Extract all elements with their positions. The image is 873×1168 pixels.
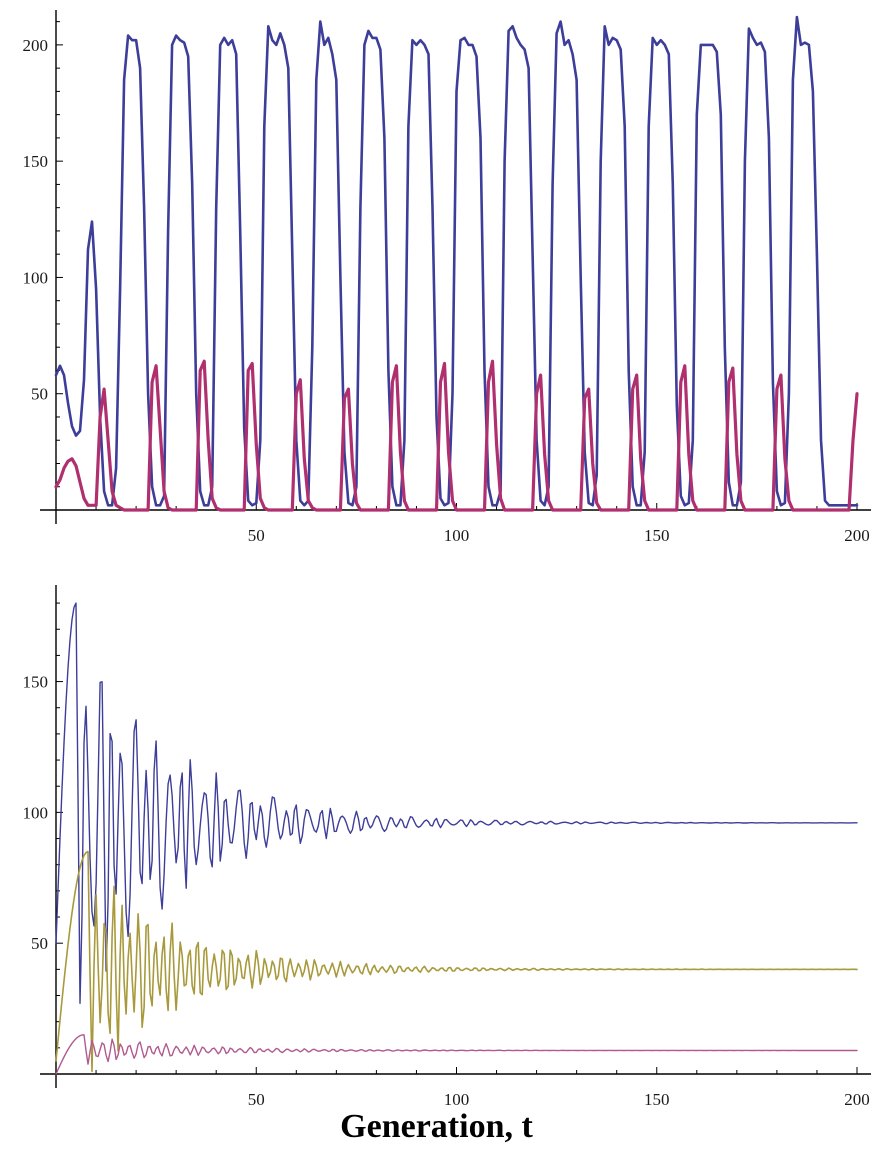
x-tick-label: 150 xyxy=(644,526,670,545)
y-tick-label: 150 xyxy=(23,673,49,692)
x-tick-label: 100 xyxy=(444,1090,470,1109)
x-tick-label: 100 xyxy=(444,526,470,545)
y-tick-label: 200 xyxy=(23,36,49,55)
x-tick-label: 200 xyxy=(844,526,870,545)
series-line-olive xyxy=(55,850,858,1073)
series-line-blue xyxy=(54,15,859,507)
y-tick-label: 50 xyxy=(31,934,48,953)
x-axis-label: Generation, t xyxy=(340,1108,533,1145)
y-tick-label: 50 xyxy=(31,385,48,404)
population-chart-top: 50 100 150 200 50 100 150 200 xyxy=(23,10,871,545)
population-chart-bottom: 50 100 150 200 50 100 150 xyxy=(23,585,871,1109)
series-line-pink xyxy=(55,1034,858,1075)
x-tick-label: 200 xyxy=(844,1090,870,1109)
x-tick-label: 150 xyxy=(644,1090,670,1109)
y-tick-label: 100 xyxy=(23,803,49,822)
y-tick-label: 100 xyxy=(23,268,49,287)
x-tick-label: 50 xyxy=(248,526,265,545)
series-line-blue xyxy=(55,602,858,1004)
series-line-magenta xyxy=(54,359,859,512)
x-tick-label: 50 xyxy=(248,1090,265,1109)
y-tick-label: 150 xyxy=(23,152,49,171)
